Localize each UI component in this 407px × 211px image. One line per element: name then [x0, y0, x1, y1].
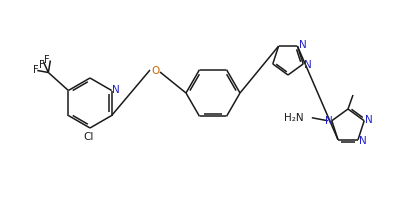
Text: F: F: [33, 65, 38, 74]
Text: F: F: [39, 60, 44, 69]
Text: O: O: [151, 66, 159, 76]
Text: N: N: [325, 116, 333, 126]
Text: N: N: [365, 115, 373, 125]
Text: N: N: [112, 84, 120, 95]
Text: F: F: [44, 54, 49, 65]
Text: H₂N: H₂N: [284, 113, 304, 123]
Text: N: N: [298, 40, 306, 50]
Text: N: N: [359, 136, 367, 146]
Text: N: N: [304, 60, 312, 70]
Text: Cl: Cl: [84, 132, 94, 142]
